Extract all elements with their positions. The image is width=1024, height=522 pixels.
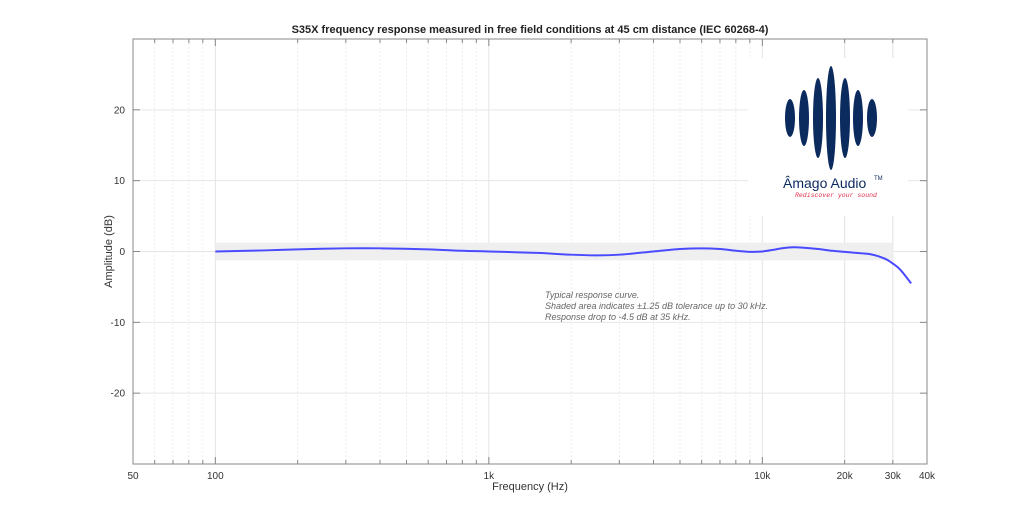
y-tick-label: 10: [114, 176, 126, 187]
response-curve: [215, 246, 912, 284]
x-tick-label: 100: [207, 471, 224, 482]
logo-tagline: Rediscover your sound: [795, 192, 877, 199]
y-axis-label: Amplitude (dB): [103, 215, 115, 288]
x-tick-label: 1k: [484, 471, 496, 482]
x-tick-label: 10k: [754, 471, 771, 482]
tolerance-band: [215, 242, 893, 261]
annotation-text: Typical response curve.: [545, 290, 639, 300]
x-tick-label: 20k: [837, 471, 854, 482]
x-tick-label: 40k: [919, 471, 936, 482]
logo-trademark: TM: [874, 176, 883, 182]
y-tick-label: -20: [111, 389, 126, 400]
x-tick-label: 50: [127, 471, 139, 482]
logo-wave-icon: [813, 78, 823, 158]
x-axis-label: Frequency (Hz): [492, 481, 568, 493]
annotation-text: Shaded area indicates ±1.25 dB tolerance…: [545, 301, 768, 311]
chart-title: S35X frequency response measured in free…: [292, 24, 769, 36]
logo-wave-icon: [785, 99, 795, 137]
y-tick-label: 0: [119, 247, 125, 258]
logo-wave-icon: [826, 66, 836, 170]
logo-wave-icon: [840, 78, 850, 158]
logo-wave-icon: [867, 99, 877, 137]
logo-wave-icon: [799, 90, 809, 146]
logo-wave-icon: [853, 90, 863, 146]
x-tick-label: 30k: [885, 471, 902, 482]
y-tick-label: -10: [111, 318, 126, 329]
annotation-text: Response drop to -4.5 dB at 35 kHz.: [545, 312, 691, 322]
y-tick-label: 20: [114, 105, 126, 116]
logo-brand-text: Âmago Audio: [783, 175, 866, 191]
